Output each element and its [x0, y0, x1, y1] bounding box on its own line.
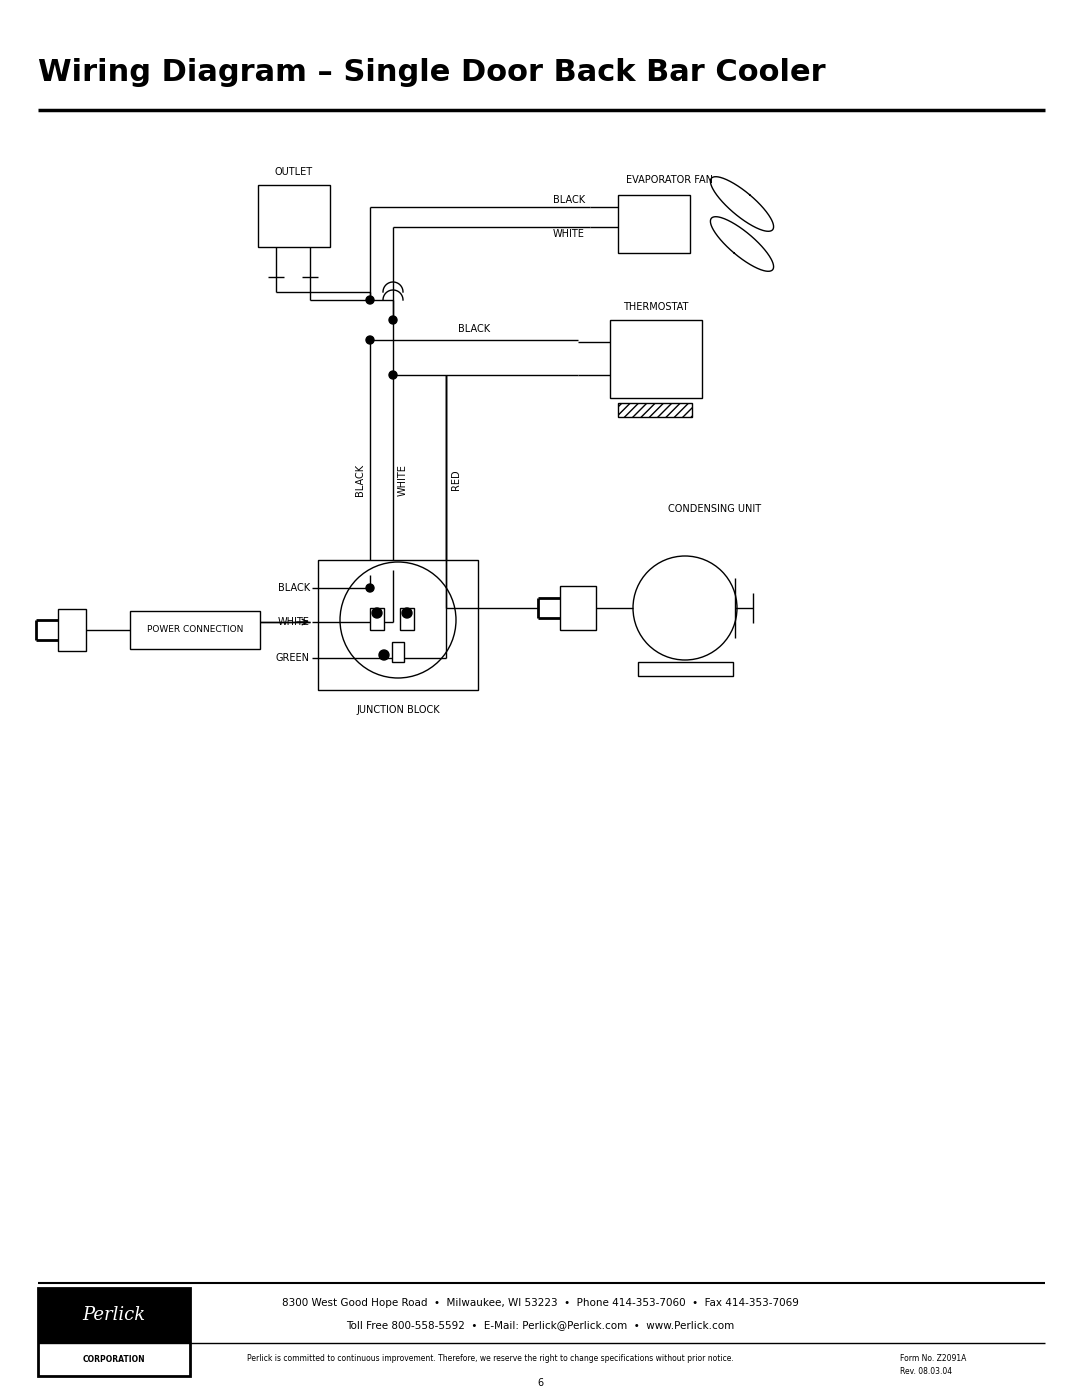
- Text: WHITE: WHITE: [399, 464, 408, 496]
- Text: OUTLET: OUTLET: [275, 168, 313, 177]
- Circle shape: [633, 556, 737, 659]
- Text: BLACK: BLACK: [355, 464, 365, 496]
- Text: RED: RED: [451, 469, 461, 490]
- Text: Perlick: Perlick: [82, 1306, 146, 1324]
- Bar: [38, 1288, 190, 1376]
- Bar: [618, 402, 692, 416]
- Circle shape: [366, 584, 374, 592]
- Circle shape: [402, 608, 411, 617]
- Text: Rev. 08.03.04: Rev. 08.03.04: [900, 1368, 953, 1376]
- Text: Toll Free 800-558-5592  •  E-Mail: Perlick@Perlick.com  •  www.Perlick.com: Toll Free 800-558-5592 • E-Mail: Perlick…: [346, 1320, 734, 1330]
- Circle shape: [379, 650, 389, 659]
- Text: CORPORATION: CORPORATION: [83, 1355, 146, 1363]
- Circle shape: [389, 372, 397, 379]
- Text: WHITE: WHITE: [279, 617, 310, 627]
- Text: BLACK: BLACK: [458, 324, 490, 334]
- Bar: [561, 585, 596, 630]
- Text: Form No. Z2091A: Form No. Z2091A: [900, 1354, 967, 1363]
- Bar: [400, 608, 414, 630]
- Text: Wiring Diagram – Single Door Back Bar Cooler: Wiring Diagram – Single Door Back Bar Co…: [38, 59, 825, 87]
- Circle shape: [389, 316, 397, 324]
- Bar: [610, 320, 702, 398]
- Bar: [130, 610, 260, 650]
- Bar: [258, 184, 330, 247]
- Bar: [38, 1288, 190, 1343]
- Circle shape: [366, 337, 374, 344]
- Text: POWER CONNECTION: POWER CONNECTION: [147, 626, 243, 634]
- Text: CONDENSING UNIT: CONDENSING UNIT: [669, 504, 761, 514]
- Circle shape: [340, 562, 456, 678]
- Text: WHITE: WHITE: [553, 229, 585, 239]
- Bar: [58, 609, 86, 651]
- Text: 6: 6: [537, 1377, 543, 1389]
- Text: BLACK: BLACK: [553, 196, 585, 205]
- Circle shape: [366, 296, 374, 305]
- Text: BLACK: BLACK: [278, 583, 310, 592]
- Bar: [637, 662, 732, 676]
- Bar: [318, 560, 478, 690]
- Text: JUNCTION BLOCK: JUNCTION BLOCK: [356, 705, 440, 715]
- Bar: [370, 608, 384, 630]
- Text: Perlick is committed to continuous improvement. Therefore, we reserve the right : Perlick is committed to continuous impro…: [246, 1354, 733, 1363]
- Bar: [392, 643, 404, 662]
- Text: 8300 West Good Hope Road  •  Milwaukee, WI 53223  •  Phone 414-353-7060  •  Fax : 8300 West Good Hope Road • Milwaukee, WI…: [282, 1298, 798, 1308]
- Text: THERMOSTAT: THERMOSTAT: [623, 302, 689, 312]
- Bar: [618, 196, 690, 253]
- Circle shape: [372, 608, 382, 617]
- Text: EVAPORATOR FAN: EVAPORATOR FAN: [625, 175, 713, 184]
- Text: GREEN: GREEN: [276, 652, 310, 664]
